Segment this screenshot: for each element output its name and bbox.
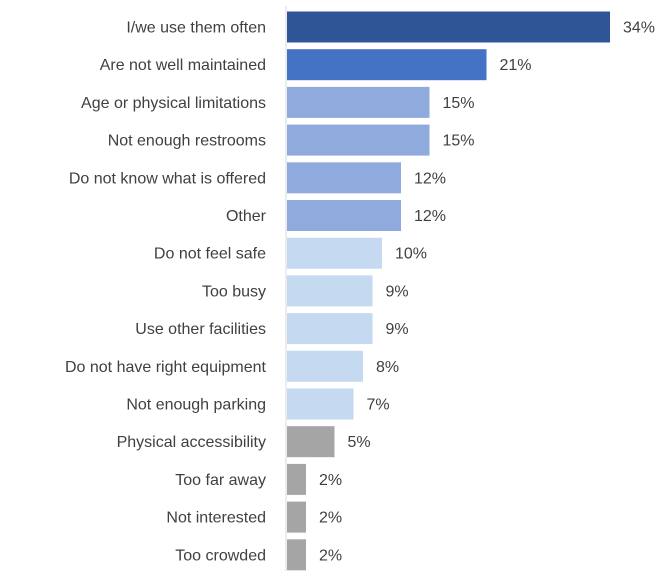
value-label: 2% [319, 472, 342, 489]
value-label: 10% [395, 246, 427, 263]
value-label: 2% [319, 547, 342, 564]
category-label: Physical accessibility [117, 434, 266, 451]
category-label: Not interested [166, 510, 266, 527]
category-label: Do not know what is offered [69, 170, 266, 187]
category-label: Too busy [202, 283, 266, 300]
bar [287, 86, 430, 118]
value-label: 9% [386, 321, 409, 338]
value-label: 15% [443, 133, 475, 150]
bar [287, 49, 487, 81]
value-label: 34% [623, 20, 655, 37]
category-label: Do not feel safe [154, 246, 266, 263]
bar [287, 275, 373, 307]
bar [287, 350, 363, 382]
value-label: 12% [414, 208, 446, 225]
category-label: Other [226, 208, 267, 225]
category-label: Not enough parking [126, 397, 266, 414]
value-label: 5% [348, 434, 371, 451]
value-label-group: 34% 21% 15% 15% 12% 12% 10% 9% 9% 8% 7% 5% 2% 2% 2% [319, 20, 655, 565]
category-label-group: I/we use them often Are not well maintain… [65, 20, 267, 565]
bar [287, 426, 335, 458]
value-label: 8% [376, 359, 399, 376]
bar [287, 388, 354, 420]
value-label: 21% [500, 57, 532, 74]
category-label: I/we use them often [126, 20, 266, 37]
category-label: Too crowded [175, 547, 266, 564]
category-label: Not enough restrooms [108, 133, 266, 150]
bar [287, 539, 306, 571]
category-label: Age or physical limitations [81, 95, 266, 112]
value-label: 9% [386, 283, 409, 300]
bar [287, 501, 306, 533]
value-label: 2% [319, 510, 342, 527]
bar-group [287, 11, 610, 571]
bar [287, 11, 610, 43]
value-label: 15% [443, 95, 475, 112]
category-label: Do not have right equipment [65, 359, 267, 376]
bar [287, 162, 401, 194]
bar [287, 463, 306, 495]
category-label: Are not well maintained [100, 57, 266, 74]
value-label: 12% [414, 170, 446, 187]
bar [287, 313, 373, 345]
category-label: Too far away [175, 472, 266, 489]
value-label: 7% [367, 397, 390, 414]
category-label: Use other facilities [135, 321, 266, 338]
bar [287, 200, 401, 231]
bar [287, 124, 430, 156]
bar [287, 237, 382, 269]
